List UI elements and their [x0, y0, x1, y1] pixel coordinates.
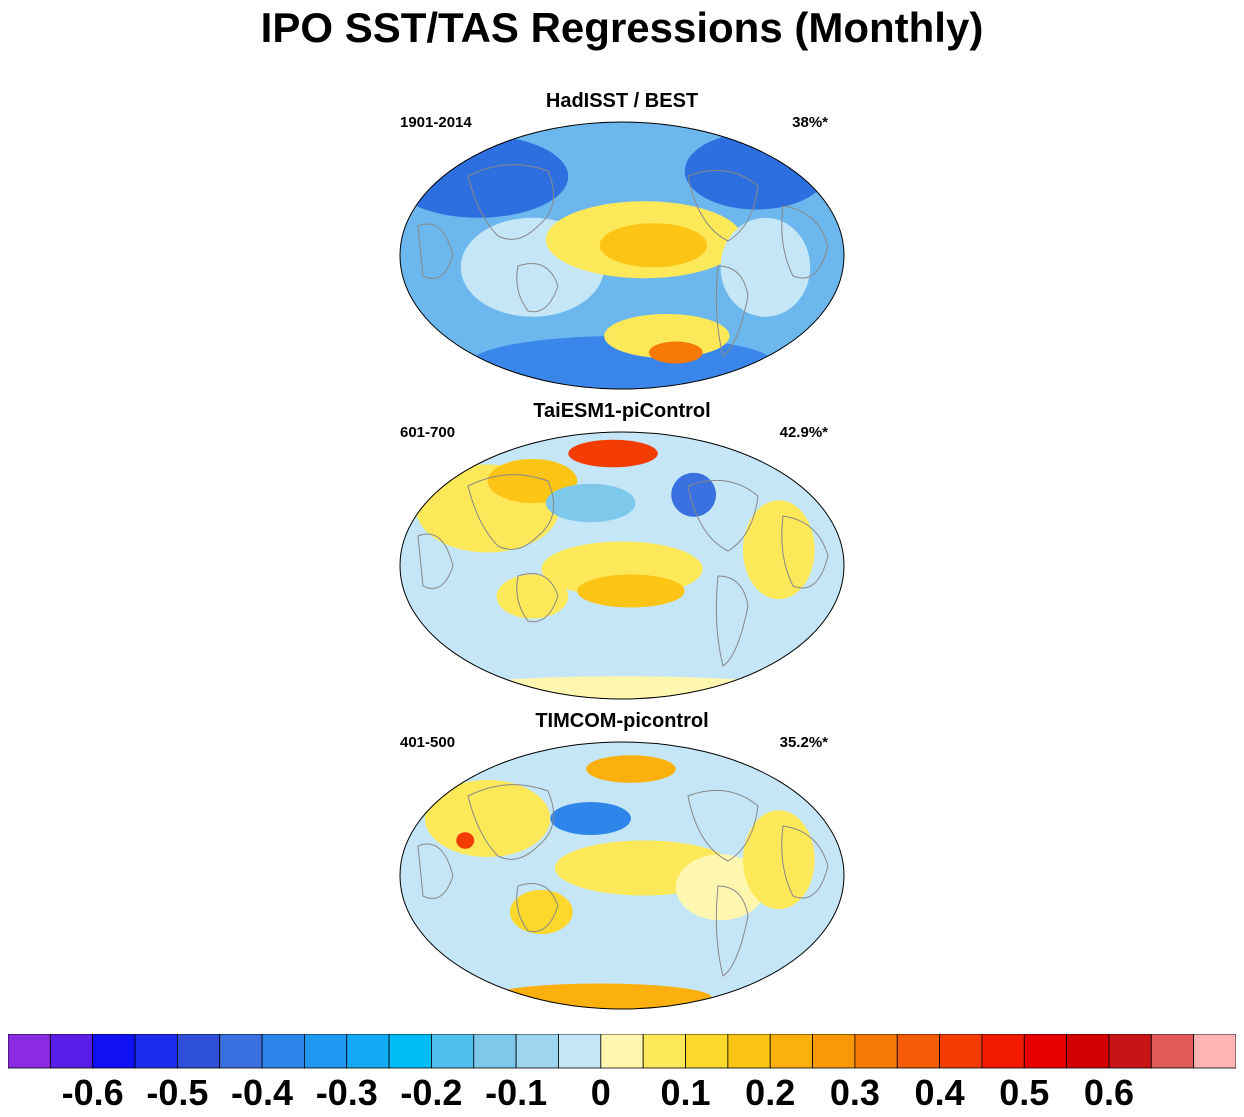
colorbar-tick-label: 0.5	[999, 1072, 1050, 1113]
colorbar-box	[812, 1034, 856, 1069]
colorbar-box	[727, 1034, 771, 1069]
period-label: 601-700	[400, 424, 456, 441]
coastline	[417, 533, 454, 589]
colorbar-tick-label: -0.5	[146, 1072, 209, 1113]
panel-taiesm1-picontrol: TaiESM1-piControl 601-700 42.9%*	[398, 400, 846, 706]
colorbar-box	[473, 1034, 517, 1069]
regression-map	[399, 741, 845, 1010]
colorbar-box	[769, 1034, 813, 1069]
coastline	[687, 479, 759, 552]
colorbar-box	[896, 1034, 940, 1069]
period-label: 401-500	[400, 734, 456, 751]
colorbar-box	[1193, 1034, 1236, 1069]
anomaly-region	[648, 341, 703, 364]
coastline	[467, 784, 555, 860]
anomaly-region	[568, 439, 658, 468]
anomaly-region	[599, 223, 708, 268]
panel-title: TIMCOM-picontrol	[535, 710, 709, 732]
colorbar-tick-label: -0.6	[61, 1072, 124, 1113]
anomaly-region	[550, 802, 631, 835]
colorbar-box	[1066, 1034, 1110, 1069]
colorbar-box	[431, 1034, 475, 1069]
colorbar-box	[8, 1034, 51, 1069]
panel-title: TaiESM1-piControl	[533, 400, 711, 422]
period-label: 1901-2014	[400, 114, 472, 131]
regression-map	[399, 121, 845, 390]
colorbar-box	[134, 1034, 178, 1069]
colorbar-tick-label: -0.1	[485, 1072, 548, 1113]
anomaly-region	[510, 890, 573, 934]
figure-title: IPO SST/TAS Regressions (Monthly)	[260, 4, 984, 51]
colorbar-box	[261, 1034, 305, 1069]
anomaly-region	[545, 483, 636, 523]
variance-label: 42.9%*	[779, 424, 828, 441]
colorbar-tick-label: 0.4	[914, 1072, 965, 1113]
coastline	[781, 515, 829, 589]
colorbar-box	[49, 1034, 94, 1069]
colorbar-box	[176, 1034, 221, 1069]
map-border	[399, 741, 845, 1010]
anomaly-region	[577, 574, 685, 608]
colorbar-box	[1108, 1034, 1152, 1069]
anomaly-region	[424, 780, 551, 857]
coastline	[715, 885, 749, 977]
colorbar-box	[854, 1034, 898, 1069]
anomaly-region	[720, 217, 811, 317]
colorbar-tick-label: -0.2	[400, 1072, 463, 1113]
colorbar-box	[388, 1034, 432, 1069]
anomaly-region	[742, 500, 815, 600]
colorbar-box	[515, 1034, 559, 1069]
panel-title: HadISST / BEST	[545, 90, 699, 112]
colorbar-box	[346, 1034, 390, 1069]
colorbar-box	[1150, 1034, 1195, 1069]
colorbar-box	[981, 1034, 1025, 1069]
anomaly-region	[742, 810, 815, 910]
colorbar-box	[304, 1034, 348, 1069]
colorbar-tick-label: 0.3	[829, 1072, 880, 1113]
coastline	[516, 883, 559, 933]
anomaly-region	[487, 983, 712, 1009]
anomaly-region	[671, 472, 717, 517]
variance-label: 35.2%*	[779, 734, 828, 751]
colorbar-box	[219, 1034, 263, 1069]
panel-timcom-picontrol: TIMCOM-picontrol 401-500 35.2%*	[398, 710, 846, 1016]
colorbar-box	[642, 1034, 686, 1069]
colorbar-tick-label: -0.4	[231, 1072, 294, 1113]
coastline	[687, 789, 759, 862]
map-border	[399, 121, 845, 390]
anomaly-region	[586, 755, 676, 783]
colorbar-box	[600, 1034, 644, 1069]
coastline	[467, 474, 555, 550]
coastline	[516, 263, 559, 313]
coastline	[417, 223, 454, 279]
colorbar-box	[92, 1034, 136, 1069]
coastline	[781, 205, 829, 279]
colorbar-tick-label: 0	[590, 1072, 611, 1113]
colorbar-box	[939, 1034, 983, 1069]
colorbar-tick-label: 0.6	[1083, 1072, 1134, 1113]
colorbar-box	[685, 1034, 729, 1069]
anomaly-region	[675, 854, 766, 921]
coastline	[516, 573, 559, 623]
coastline	[781, 825, 829, 899]
coastline	[715, 575, 749, 667]
regression-map	[399, 431, 845, 700]
map-border	[399, 431, 845, 700]
colorbar-tick-label: 0.1	[660, 1072, 711, 1113]
anomaly-region	[442, 676, 802, 699]
variance-label: 38%*	[792, 114, 828, 131]
anomaly-region	[496, 574, 569, 619]
coastline	[467, 164, 555, 240]
colorbar-box	[1023, 1034, 1068, 1069]
panel-hadisst-best: HadISST / BEST 1901-2014 38%*	[398, 90, 846, 396]
colorbar	[8, 1034, 1236, 1069]
colorbar-box	[558, 1034, 602, 1069]
coastline	[687, 169, 759, 242]
coastline	[715, 265, 749, 357]
colorbar-tick-label: -0.3	[315, 1072, 378, 1113]
colorbar-tick-label: 0.2	[745, 1072, 796, 1113]
anomaly-region	[456, 832, 475, 849]
coastline	[417, 843, 454, 899]
